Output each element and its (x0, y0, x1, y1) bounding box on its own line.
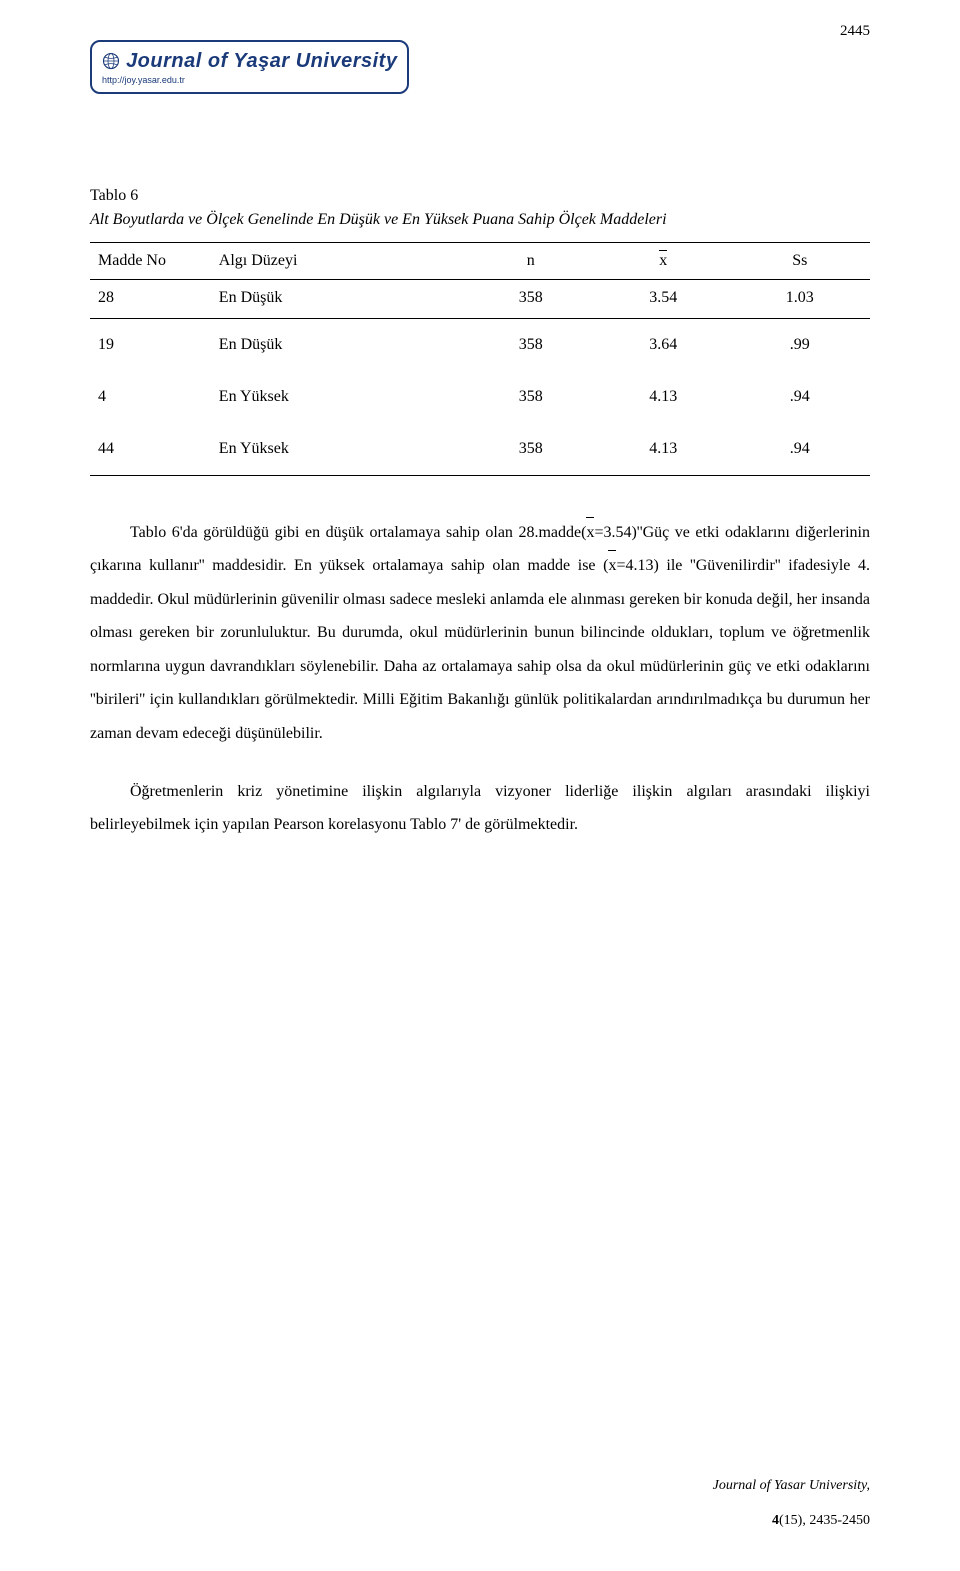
cell: En Düşük (215, 279, 465, 318)
cell: En Yüksek (215, 423, 465, 476)
cell: En Yüksek (215, 371, 465, 423)
page-number: 2445 (840, 20, 870, 43)
cell: 28 (90, 279, 215, 318)
col-algi-duzeyi: Algı Düzeyi (215, 242, 465, 279)
paragraph-2: Öğretmenlerin kriz yönetimine ilişkin al… (90, 775, 870, 842)
col-xbar: x (597, 242, 730, 279)
col-n: n (464, 242, 597, 279)
xbar-symbol: x (586, 516, 594, 550)
globe-icon (102, 52, 120, 70)
xbar-symbol: x (608, 549, 616, 583)
cell: 3.54 (597, 279, 730, 318)
p2-text: Öğretmenlerin kriz yönetimine ilişkin al… (90, 783, 870, 834)
paragraph-1: Tablo 6'da görüldüğü gibi en düşük ortal… (90, 516, 870, 751)
cell: 358 (464, 423, 597, 476)
table-header-row: Madde No Algı Düzeyi n x Ss (90, 242, 870, 279)
journal-logo-title: Journal of Yaşar University (102, 46, 397, 76)
cell: .94 (730, 423, 870, 476)
page-footer: Journal of Yasar University, 4(15), 2435… (713, 1475, 870, 1531)
cell: 4.13 (597, 371, 730, 423)
cell: En Düşük (215, 318, 465, 371)
table6-title: Alt Boyutlarda ve Ölçek Genelinde En Düş… (90, 208, 870, 232)
footer-issue: 4(15), 2435-2450 (713, 1510, 870, 1531)
table-row: 4 En Yüksek 358 4.13 .94 (90, 371, 870, 423)
p1-part-a: Tablo 6'da görüldüğü gibi en düşük ortal… (130, 524, 586, 541)
cell: 1.03 (730, 279, 870, 318)
journal-logo: Journal of Yaşar University http://joy.y… (90, 40, 409, 94)
cell: 358 (464, 318, 597, 371)
col-ss: Ss (730, 242, 870, 279)
footer-issue-vol: 4 (772, 1513, 779, 1528)
cell: 358 (464, 279, 597, 318)
cell: 4.13 (597, 423, 730, 476)
cell: 4 (90, 371, 215, 423)
table-row: 28 En Düşük 358 3.54 1.03 (90, 279, 870, 318)
footer-issue-num: (15), 2435-2450 (779, 1513, 870, 1528)
cell: .99 (730, 318, 870, 371)
cell: 358 (464, 371, 597, 423)
journal-logo-url: http://joy.yasar.edu.tr (102, 74, 397, 88)
cell: 44 (90, 423, 215, 476)
table-row: 44 En Yüksek 358 4.13 .94 (90, 423, 870, 476)
cell: 3.64 (597, 318, 730, 371)
p1-part-c: =4.13) ile ''Güvenilirdir'' ifadesiyle 4… (90, 557, 870, 742)
footer-journal: Journal of Yasar University, (713, 1475, 870, 1496)
table-row: 19 En Düşük 358 3.64 .99 (90, 318, 870, 371)
table6: Madde No Algı Düzeyi n x Ss 28 En Düşük … (90, 242, 870, 476)
table6-caption: Tablo 6 Alt Boyutlarda ve Ölçek Genelind… (90, 184, 870, 232)
cell: .94 (730, 371, 870, 423)
xbar-symbol: x (659, 249, 667, 273)
journal-logo-title-text: Journal of Yaşar University (126, 50, 397, 72)
col-madde-no: Madde No (90, 242, 215, 279)
table6-label: Tablo 6 (90, 184, 870, 208)
cell: 19 (90, 318, 215, 371)
